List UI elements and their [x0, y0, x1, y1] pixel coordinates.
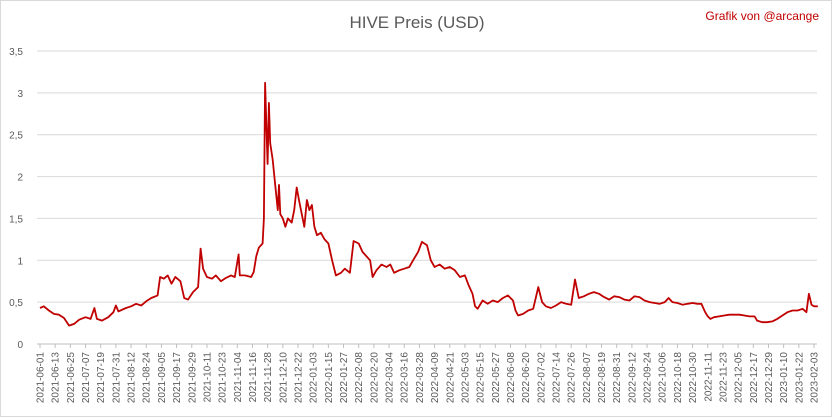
x-tick-label: 2021-11-28 — [263, 352, 274, 403]
y-tick-label: 1 — [17, 256, 23, 267]
x-tick-label: 2021-10-23 — [218, 352, 229, 404]
x-tick-label: 2021-06-01 — [36, 352, 47, 404]
x-tick-label: 2022-06-08 — [506, 352, 517, 404]
x-tick-label: 2021-09-29 — [187, 352, 198, 404]
x-tick-label: 2021-09-05 — [157, 352, 168, 404]
x-tick-label: 2021-11-16 — [248, 352, 259, 403]
x-tick-label: 2022-10-06 — [658, 352, 669, 404]
chart-credit: Grafik von @arcange — [705, 9, 819, 23]
x-tick-label: 2022-12-29 — [764, 352, 775, 404]
x-tick-label: 2022-10-30 — [688, 352, 699, 404]
x-tick-label: 2021-07-07 — [81, 352, 92, 404]
x-tick-label: 2022-08-31 — [612, 352, 623, 404]
x-tick-label: 2022-08-19 — [597, 352, 608, 404]
x-tick-label: 2022-03-16 — [400, 352, 411, 404]
y-tick-label: 0,5 — [9, 298, 23, 309]
x-tick-label: 2022-05-27 — [491, 352, 502, 404]
x-tick-label: 2022-11-23 — [718, 352, 729, 403]
x-tick-label: 2021-08-24 — [142, 352, 153, 404]
series-line-0 — [39, 81, 818, 327]
x-tick-label: 2022-05-15 — [476, 352, 487, 404]
x-tick-label: 2022-12-05 — [734, 352, 745, 404]
x-tick-label: 2022-01-03 — [309, 352, 320, 404]
x-tick-label: 2021-10-11 — [202, 352, 213, 403]
x-tick-label: 2023-01-22 — [794, 352, 805, 404]
y-tick-label: 2,5 — [9, 131, 23, 142]
x-tick-label: 2022-09-24 — [643, 352, 654, 404]
x-tick-label: 2021-08-12 — [127, 352, 138, 404]
x-tick-label: 2022-07-26 — [567, 352, 578, 404]
x-tick-label: 2022-03-28 — [415, 352, 426, 404]
x-tick-label: 2022-09-12 — [627, 352, 638, 404]
chart-title: HIVE Preis (USD) — [349, 13, 485, 32]
x-tick-label: 2021-06-25 — [66, 352, 77, 404]
y-tick-label: 0 — [17, 340, 23, 351]
x-tick-label: 2022-04-21 — [445, 352, 456, 404]
x-tick-label: 2021-11-04 — [233, 352, 244, 403]
x-tick-label: 2022-01-15 — [324, 352, 335, 404]
x-tick-label: 2022-07-14 — [552, 352, 563, 404]
y-tick-label: 1,5 — [9, 214, 23, 225]
x-tick-label: 2022-02-08 — [354, 352, 365, 404]
x-tick-label: 2021-06-13 — [51, 352, 62, 404]
x-tick-label: 2022-06-20 — [521, 352, 532, 404]
x-tick-label: 2022-01-27 — [339, 352, 350, 404]
x-tick-label: 2022-03-04 — [385, 352, 396, 404]
x-tick-label: 2022-02-20 — [369, 352, 380, 404]
x-tick-label: 2021-09-17 — [172, 352, 183, 404]
x-tick-label: 2022-07-02 — [536, 352, 547, 404]
x-tick-label: 2021-12-10 — [278, 352, 289, 404]
y-tick-label: 2 — [17, 173, 23, 184]
x-tick-label: 2021-07-19 — [96, 352, 107, 404]
x-tick-label: 2022-10-18 — [673, 352, 684, 404]
x-tick-label: 2021-12-22 — [294, 352, 305, 404]
x-tick-label: 2022-12-17 — [749, 352, 760, 404]
x-tick-label: 2022-11-11 — [703, 352, 714, 402]
y-tick-label: 3 — [17, 89, 23, 100]
x-tick-label: 2022-08-07 — [582, 352, 593, 404]
x-tick-label: 2022-04-09 — [430, 352, 441, 404]
x-tick-label: 2021-07-31 — [111, 352, 122, 404]
x-tick-label: 2023-02-03 — [810, 352, 821, 404]
x-tick-label: 2023-01-10 — [779, 352, 790, 404]
y-tick-label: 3,5 — [9, 47, 23, 58]
x-tick-label: 2022-05-03 — [460, 352, 471, 404]
